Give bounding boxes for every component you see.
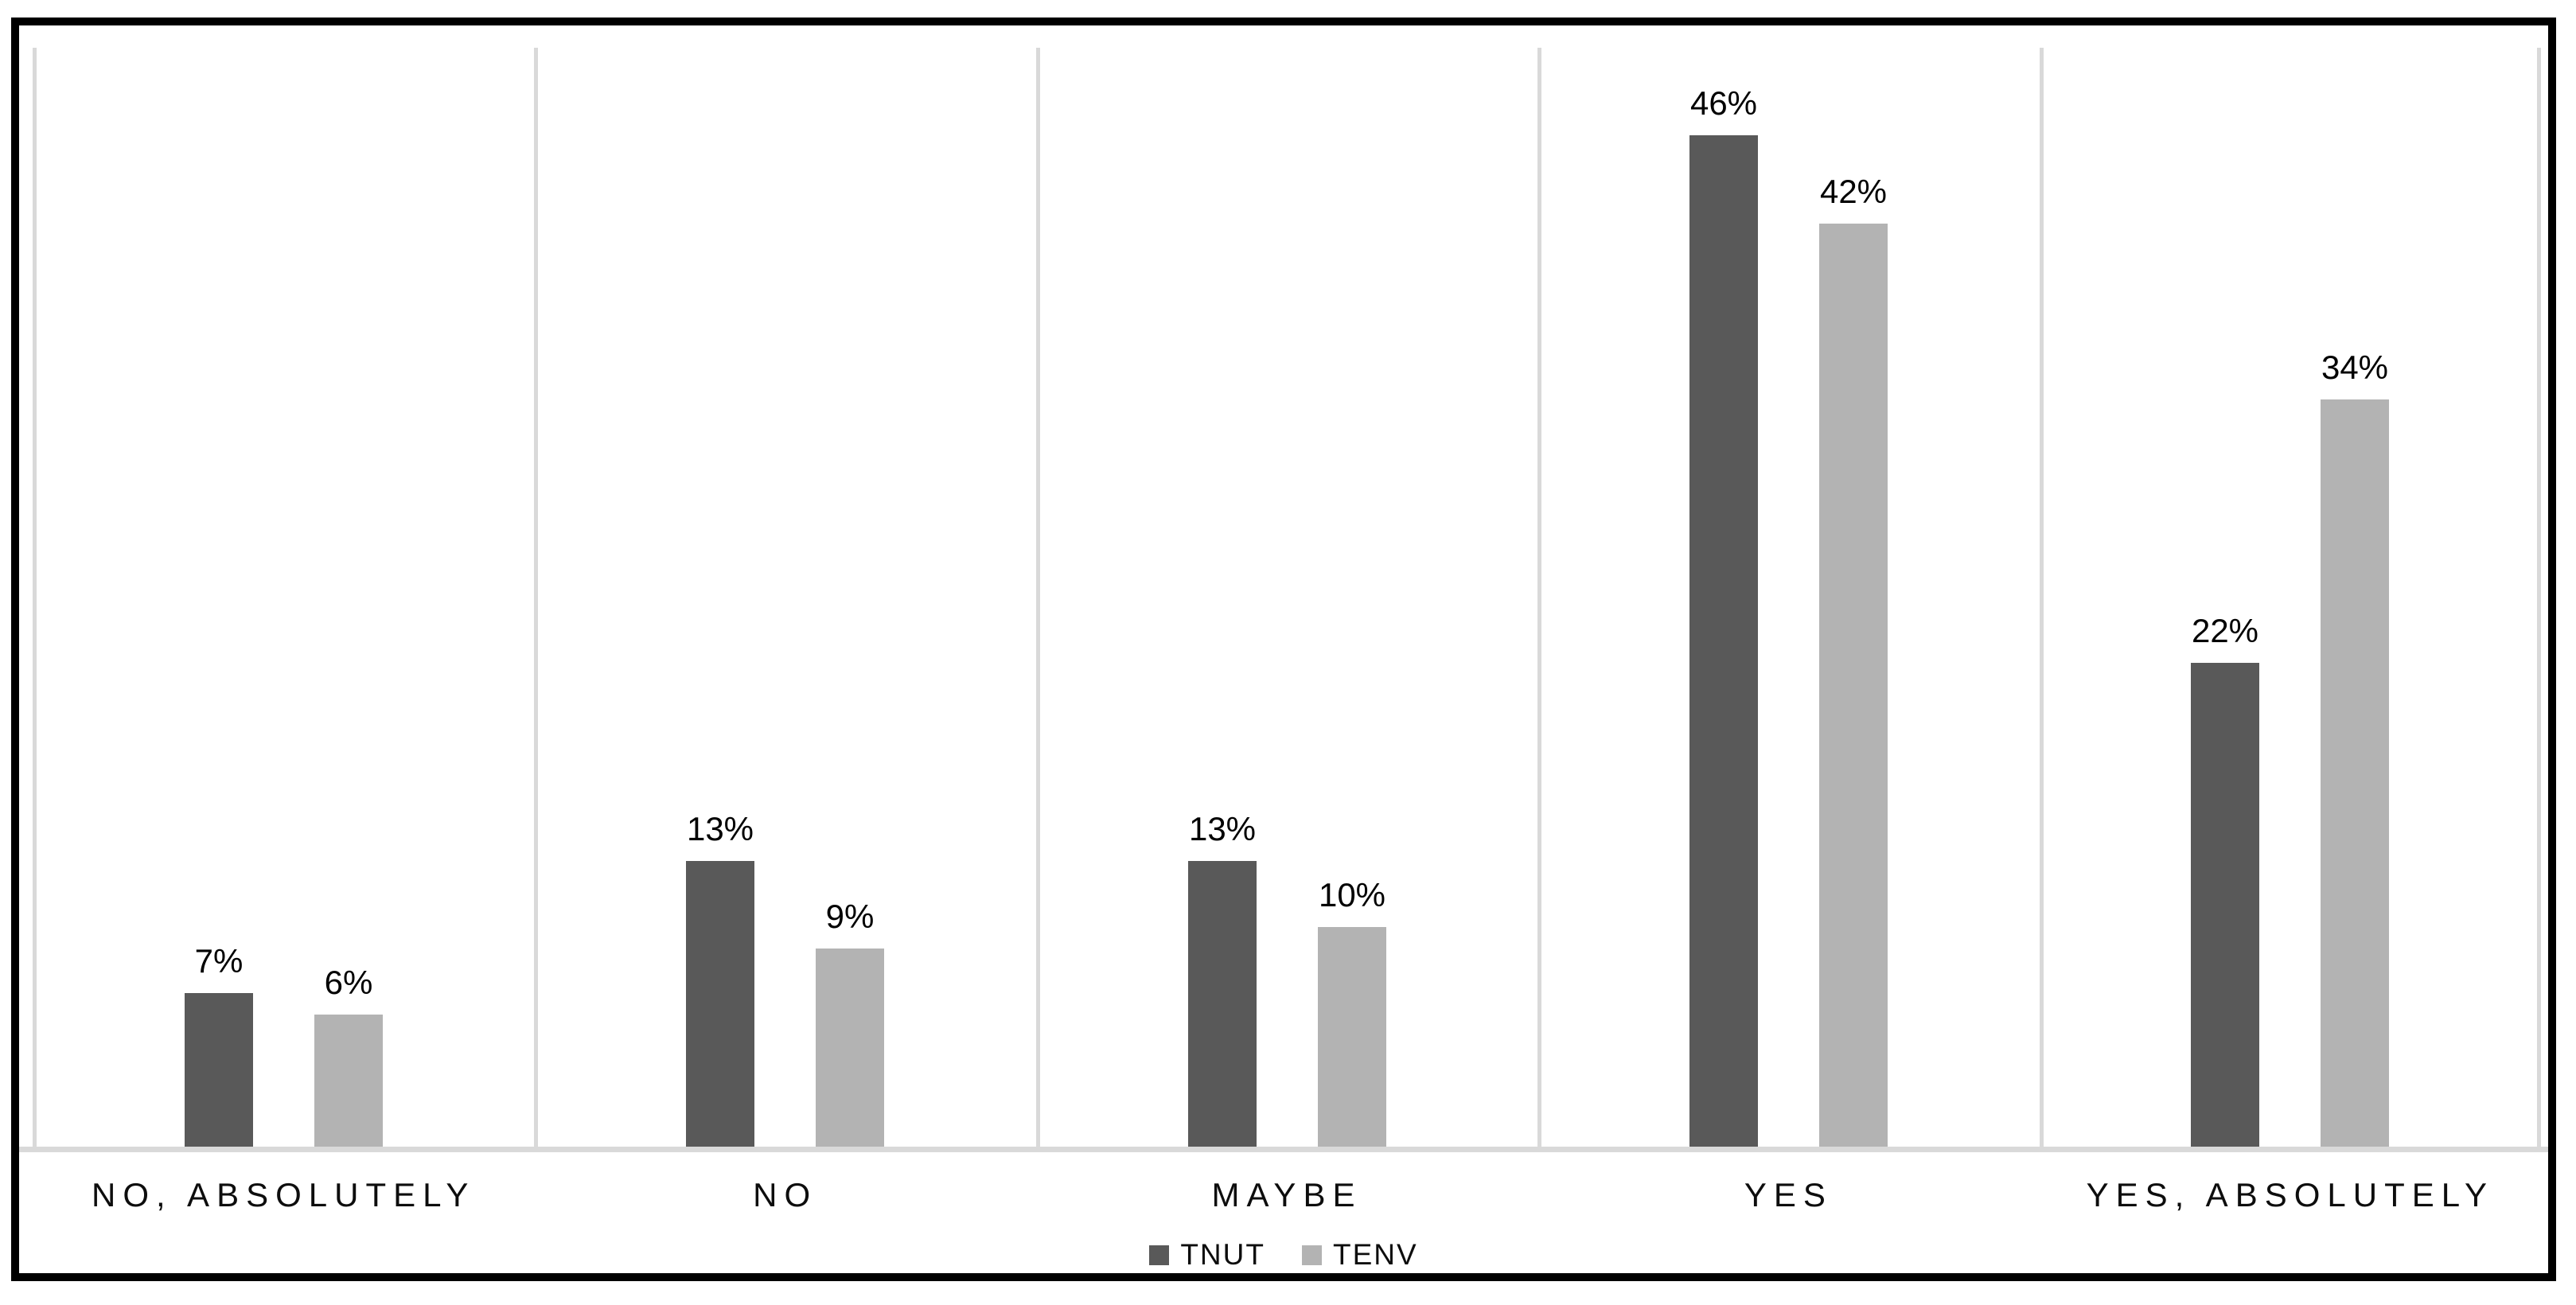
bar-value-label-tnut-maybe: 13%	[1188, 810, 1257, 847]
legend-label-tenv: TENV	[1332, 1238, 1418, 1271]
bar-tnut-maybe	[1188, 861, 1257, 1147]
category-label-maybe: MAYBE	[1211, 1176, 1362, 1213]
category-gridline	[33, 48, 37, 1147]
bar-tenv-no-absolutely	[314, 1015, 383, 1147]
legend: TNUT TENV	[19, 1238, 2548, 1272]
plot-area: 7% 6% 13% 9% 13% 10% 46% 42% 22% 34%	[33, 48, 2541, 1147]
category-gridline	[2537, 48, 2541, 1147]
category-gridline	[1537, 48, 1541, 1147]
bar-tenv-no	[816, 949, 884, 1147]
bar-tnut-yes-absolutely	[2191, 663, 2259, 1147]
bar-value-label-tnut-yes: 46%	[1689, 84, 1758, 122]
bar-value-label-tenv-yes-absolutely: 34%	[2321, 349, 2389, 386]
category-label-no-absolutely: NO, ABSOLUTELY	[92, 1176, 476, 1213]
category-gridline	[2040, 48, 2044, 1147]
chart-frame: 7% 6% 13% 9% 13% 10% 46% 42% 22% 34% NO, ABSOLUTE…	[11, 18, 2556, 1281]
bar-tenv-yes-absolutely	[2321, 399, 2389, 1147]
legend-item-tnut: TNUT	[1149, 1238, 1265, 1272]
category-axis-labels: NO, ABSOLUTELY NO MAYBE YES YES, ABSOLUTELY	[33, 1170, 2541, 1221]
category-gridline	[534, 48, 538, 1147]
bar-value-label-tnut-no-absolutely: 7%	[194, 942, 244, 980]
category-gridline	[1036, 48, 1040, 1147]
bar-value-label-tnut-yes-absolutely: 22%	[2191, 612, 2259, 649]
bar-tnut-no	[686, 861, 754, 1147]
category-label-yes-absolutely: YES, ABSOLUTELY	[2086, 1176, 2495, 1213]
bar-value-label-tenv-maybe: 10%	[1318, 876, 1386, 914]
bar-tenv-maybe	[1318, 927, 1386, 1147]
bar-value-label-tenv-no: 9%	[825, 898, 875, 935]
bar-value-label-tenv-no-absolutely: 6%	[324, 964, 373, 1001]
bar-value-label-tnut-no: 13%	[686, 810, 754, 847]
legend-item-tenv: TENV	[1301, 1238, 1418, 1272]
legend-label-tnut: TNUT	[1180, 1238, 1265, 1271]
bar-value-label-tenv-yes: 42%	[1819, 173, 1888, 210]
bar-tnut-yes	[1689, 135, 1758, 1147]
category-label-no: NO	[753, 1176, 818, 1213]
legend-swatch-tenv	[1301, 1245, 1322, 1265]
bar-tenv-yes	[1819, 224, 1888, 1147]
bar-tnut-no-absolutely	[185, 993, 253, 1147]
x-axis-line	[19, 1147, 2548, 1152]
legend-swatch-tnut	[1149, 1245, 1170, 1265]
category-label-yes: YES	[1744, 1176, 1833, 1213]
